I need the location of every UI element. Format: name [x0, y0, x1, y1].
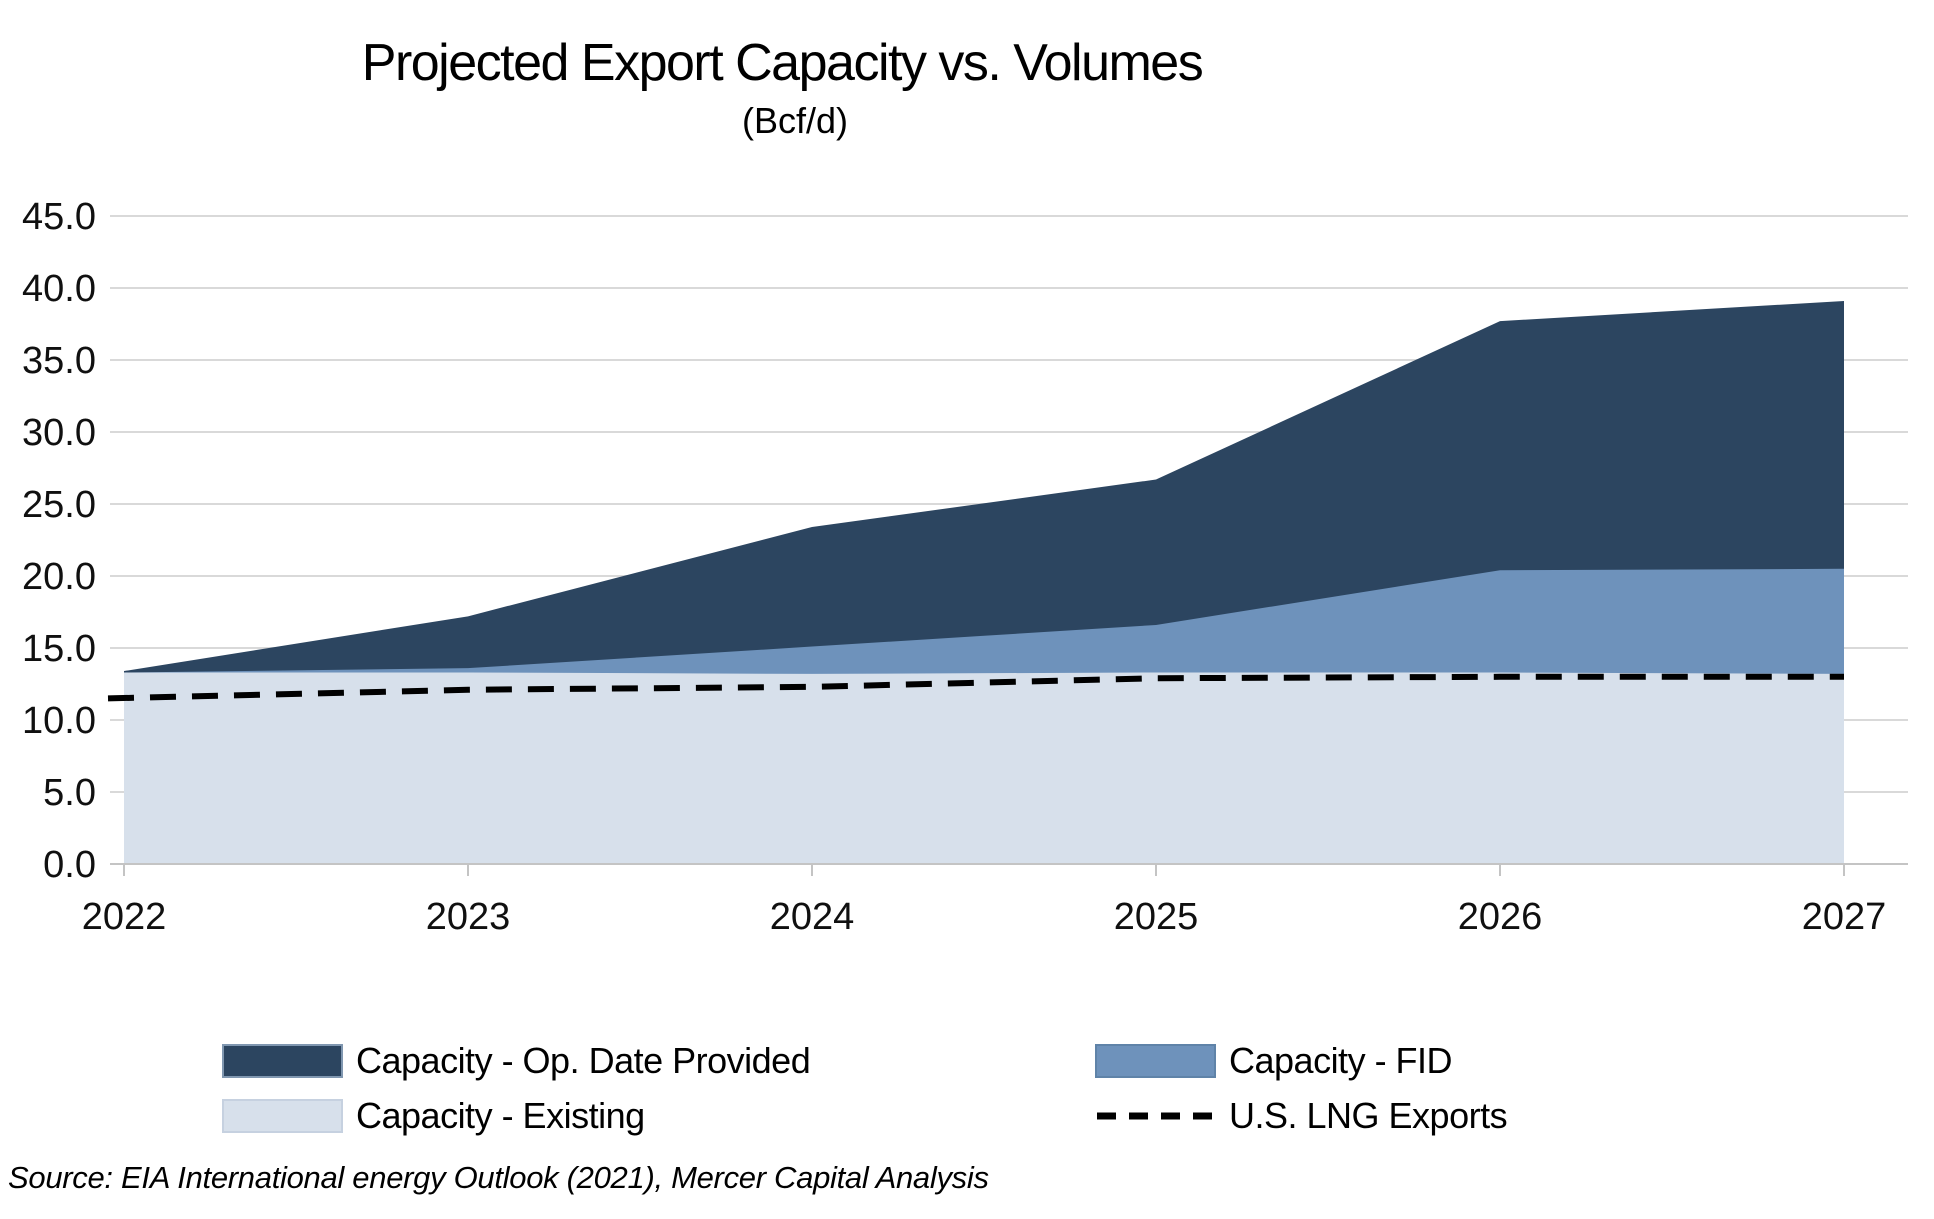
- x-tick-label: 2026: [1458, 896, 1543, 938]
- x-tick-label: 2023: [426, 896, 511, 938]
- chart-subtitle: (Bcf/d): [741, 100, 849, 141]
- us-lng-exports-dashed-line: [107, 673, 1844, 702]
- x-tick-label: 2027: [1802, 896, 1887, 938]
- chart-title: Projected Export Capacity vs. Volumes: [361, 34, 1204, 92]
- y-tick-label: 0.0: [43, 844, 96, 886]
- y-tick-label: 20.0: [22, 556, 96, 598]
- source-note: Source: EIA International energy Outlook…: [8, 1160, 989, 1195]
- y-tick-label: 45.0: [22, 196, 96, 238]
- area-capacity-existing: [124, 672, 1844, 864]
- y-tick-label: 30.0: [22, 412, 96, 454]
- x-tick-label: 2024: [770, 896, 855, 938]
- y-tick-label: 10.0: [22, 700, 96, 742]
- x-tick-label: 2025: [1114, 896, 1199, 938]
- y-tick-label: 25.0: [22, 484, 96, 526]
- x-tick-label: 2022: [82, 896, 167, 938]
- y-tick-label: 5.0: [43, 772, 96, 814]
- y-tick-label: 40.0: [22, 268, 96, 310]
- y-tick-label: 15.0: [22, 628, 96, 670]
- y-tick-label: 35.0: [22, 340, 96, 382]
